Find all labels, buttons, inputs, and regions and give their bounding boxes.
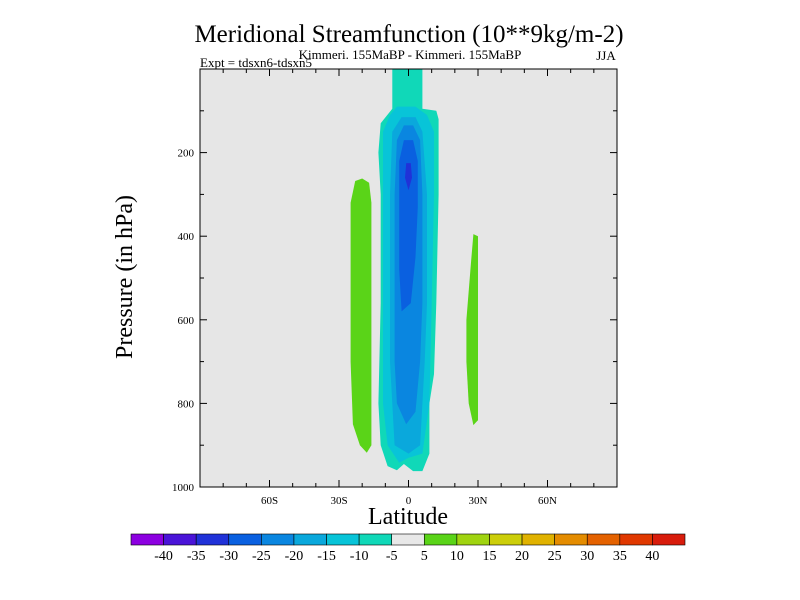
- colorbar-swatch-16: [652, 533, 686, 546]
- y-tick-label-4: 1000: [172, 482, 195, 494]
- colorbar-label-0: -40: [154, 549, 173, 564]
- contour-region-7: [405, 163, 412, 191]
- x-tick-label-0: 60S: [261, 495, 278, 507]
- x-tick-label-3: 30N: [469, 495, 488, 507]
- colorbar-label-15: 40: [645, 549, 659, 564]
- y-tick-label-0: 200: [178, 148, 195, 160]
- colorbar-swatch-15: [619, 533, 653, 546]
- colorbar-swatch-7: [358, 533, 393, 546]
- subtitle-center: Kimmeri. 155MaBP - Kimmeri. 155MaBP: [299, 47, 522, 62]
- colorbar-label-14: 35: [613, 549, 627, 564]
- colorbar-swatch-13: [554, 533, 588, 546]
- colorbar-label-1: -35: [187, 549, 206, 564]
- colorbar-label-3: -25: [252, 549, 271, 564]
- x-tick-label-1: 30S: [330, 495, 347, 507]
- contour-layer: [350, 69, 478, 472]
- contour-region-6: [399, 140, 418, 312]
- y-tick-label-1: 400: [178, 231, 195, 243]
- colorbar-label-11: 20: [515, 549, 529, 564]
- colorbar-swatch-2: [195, 533, 230, 546]
- colorbar-swatch-8: [391, 533, 425, 546]
- colorbar-label-9: 10: [450, 549, 464, 564]
- subtitle-right: JJA: [596, 48, 616, 63]
- contour-region-0: [350, 178, 372, 453]
- colorbar-swatch-1: [163, 533, 197, 546]
- colorbar-label-4: -20: [285, 549, 304, 564]
- colorbar-swatch-11: [489, 533, 523, 546]
- tick-layer: 60S 30S 0 30N 60N 200 400 600 800 1000: [172, 69, 617, 507]
- y-tick-label-2: 600: [178, 315, 195, 327]
- colorbar-swatch-3: [228, 533, 262, 546]
- colorbar-swatch-5: [293, 533, 327, 546]
- colorbar-swatch-6: [326, 533, 360, 546]
- subtitle-left: Expt = tdsxn6-tdsxn5: [200, 55, 312, 70]
- colorbar-label-6: -10: [350, 549, 369, 564]
- x-axis-label: Latitude: [368, 504, 448, 530]
- colorbar-label-2: -30: [219, 549, 238, 564]
- colorbar: -40 -35 -30 -25 -20 -15 -10 -5 5 10 15 20 25 30 35 40: [130, 533, 686, 564]
- contour-region-1: [466, 234, 478, 426]
- colorbar-swatch-4: [261, 533, 295, 546]
- x-tick-label-4: 60N: [538, 495, 557, 507]
- y-axis-label: Pressure (in hPa): [112, 195, 138, 359]
- colorbar-swatch-12: [521, 533, 555, 546]
- colorbar-label-13: 30: [580, 549, 594, 564]
- x-tick-label-2: 0: [406, 495, 412, 507]
- colorbar-swatch-14: [586, 533, 621, 546]
- colorbar-label-10: 15: [482, 549, 496, 564]
- colorbar-label-5: -15: [317, 549, 336, 564]
- chart-title: Meridional Streamfunction (10**9kg/m-2): [194, 21, 623, 48]
- colorbar-swatch-10: [456, 533, 490, 546]
- colorbar-swatch-0: [130, 533, 164, 546]
- colorbar-label-7: -5: [386, 549, 398, 564]
- colorbar-label-12: 25: [548, 549, 562, 564]
- colorbar-swatch-9: [423, 533, 458, 546]
- y-tick-label-3: 800: [178, 398, 195, 410]
- colorbar-label-8: 5: [421, 549, 428, 564]
